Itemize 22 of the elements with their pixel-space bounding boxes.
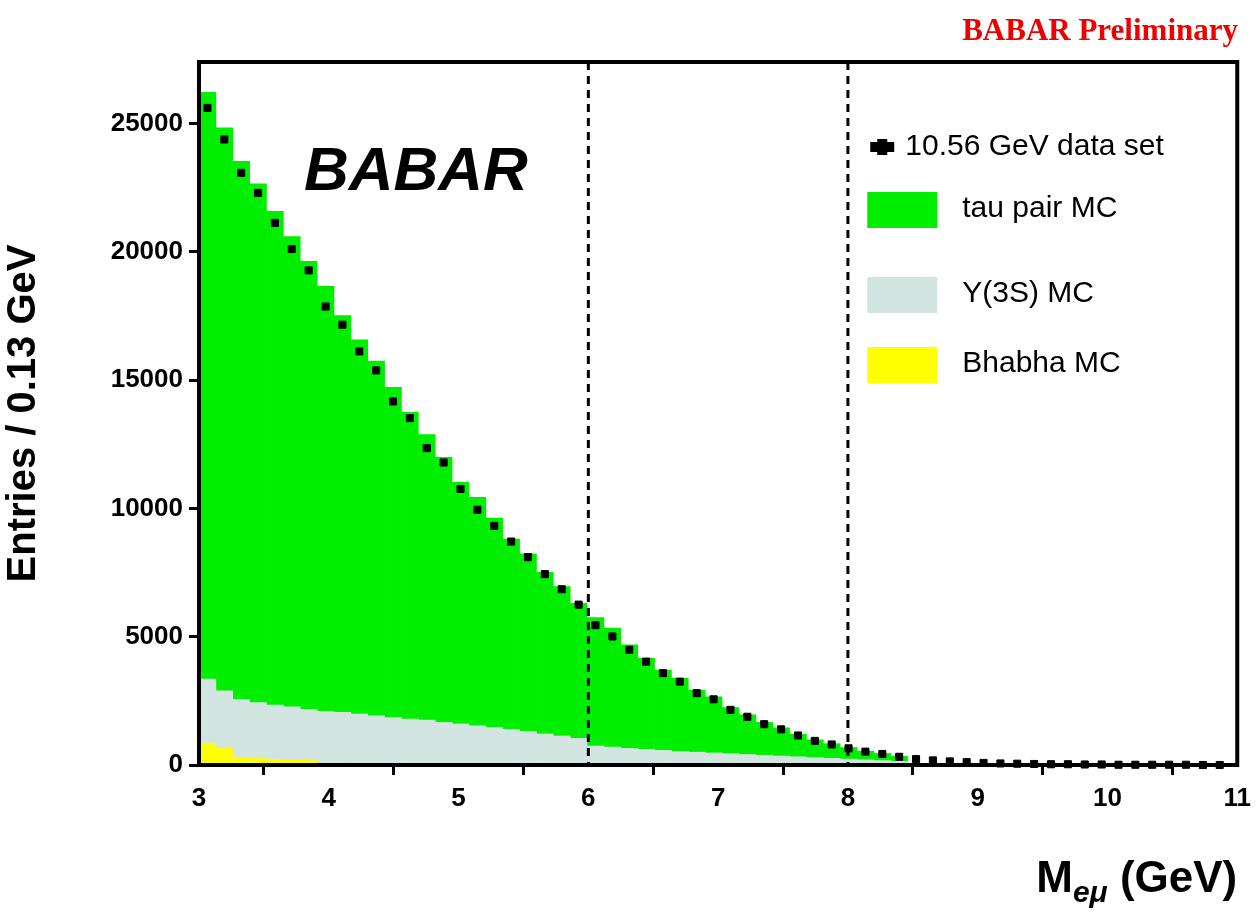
legend-label: tau pair MC [962,190,1118,224]
y-tick-label: 10000 [110,491,183,522]
y-tick-label: 25000 [110,106,183,137]
text: BABAR Preliminary [962,12,1239,47]
y-tick-label: 0 [168,748,183,779]
y-tick-label: 5000 [125,619,183,650]
y-axis-title: Entries / 0.13 GeV [0,244,44,583]
y-tick-label: 15000 [110,363,183,394]
x-tick-label: 3 [191,781,207,812]
legend-label: Υ(3S) MC [962,275,1094,309]
x-tick-label: 4 [321,781,337,812]
x-tick-label: 6 [581,781,596,812]
x-tick-label: 8 [840,781,856,812]
x-tick-label: 7 [710,781,726,812]
annotation: BABAR [304,134,529,203]
x-tick-label: 9 [970,781,985,812]
x-tick-label: 11 [1223,781,1252,812]
legend-label: 10.56 GeV data set [905,128,1165,162]
x-tick-label: 5 [451,781,466,812]
x-tick-label: 10 [1093,781,1122,812]
y-tick-label: 20000 [110,235,183,266]
legend-label: Bhabha MC [962,345,1121,379]
